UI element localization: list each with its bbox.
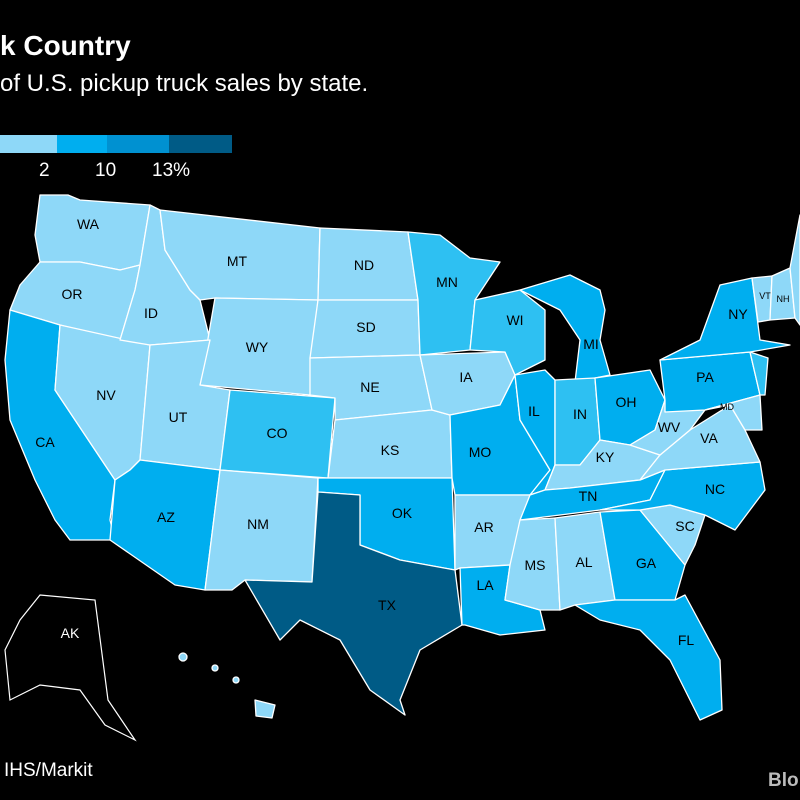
legend-swatch-1	[0, 135, 57, 153]
label-NY: NY	[728, 306, 748, 322]
state-HI	[254, 699, 276, 719]
state-WI	[469, 289, 546, 376]
label-SD: SD	[356, 319, 375, 335]
legend-tick-13: 13%	[152, 160, 191, 181]
state-NJ	[749, 351, 769, 396]
label-VA: VA	[700, 430, 718, 446]
color-legend	[0, 135, 232, 153]
label-KS: KS	[381, 442, 400, 458]
label-AZ: AZ	[157, 509, 175, 525]
label-WI: WI	[506, 312, 523, 328]
state-ME	[789, 214, 800, 326]
label-NM: NM	[247, 516, 269, 532]
state-WA	[34, 194, 151, 271]
hawaii-island-3	[232, 676, 240, 684]
state-MD	[704, 394, 763, 431]
hawaii-island-1	[178, 652, 188, 662]
label-CA: CA	[35, 434, 55, 450]
label-MD: MD	[720, 402, 734, 412]
label-WA: WA	[77, 216, 100, 232]
label-LA: LA	[476, 577, 494, 593]
label-AR: AR	[474, 519, 493, 535]
brand-logo: Blo	[768, 770, 799, 791]
state-AK	[4, 594, 137, 742]
label-CO: CO	[267, 425, 288, 441]
label-MN: MN	[436, 274, 458, 290]
label-TX: TX	[378, 597, 397, 613]
label-AK: AK	[61, 625, 80, 641]
label-FL: FL	[678, 632, 695, 648]
label-OK: OK	[392, 505, 413, 521]
label-IN: IN	[573, 406, 587, 422]
label-WY: WY	[246, 339, 269, 355]
label-KY: KY	[596, 449, 615, 465]
legend-tick-2: 2	[39, 160, 50, 181]
label-NV: NV	[96, 387, 116, 403]
label-OH: OH	[616, 394, 637, 410]
label-WV: WV	[658, 419, 681, 435]
label-VT: VT	[759, 291, 771, 301]
legend-swatch-4	[169, 135, 232, 153]
state-TX	[244, 491, 463, 716]
label-OR: OR	[62, 286, 83, 302]
label-SC: SC	[675, 518, 694, 534]
source-note: IHS/Markit	[4, 760, 93, 781]
state-AZ	[109, 459, 221, 591]
legend-swatch-2	[57, 135, 107, 153]
state-FL	[574, 594, 723, 721]
label-PA: PA	[696, 369, 714, 385]
map-title: k Country	[0, 30, 131, 61]
label-MS: MS	[525, 557, 546, 573]
label-NC: NC	[705, 481, 725, 497]
label-TN: TN	[579, 488, 598, 504]
hawaii-island-2	[211, 664, 219, 672]
map-subtitle: of U.S. pickup truck sales by state.	[0, 70, 369, 97]
label-MT: MT	[227, 253, 248, 269]
label-UT: UT	[169, 409, 188, 425]
state-MI	[519, 274, 611, 383]
label-NH: NH	[777, 294, 790, 304]
legend-swatch-3	[107, 135, 169, 153]
label-MI: MI	[583, 336, 599, 352]
label-IL: IL	[528, 403, 540, 419]
legend-tick-10: 10	[95, 160, 117, 181]
label-GA: GA	[636, 555, 657, 571]
label-AL: AL	[575, 554, 592, 570]
label-MO: MO	[469, 444, 492, 460]
label-IA: IA	[459, 369, 473, 385]
label-ID: ID	[144, 305, 158, 321]
label-ND: ND	[354, 257, 374, 273]
label-NE: NE	[360, 379, 379, 395]
